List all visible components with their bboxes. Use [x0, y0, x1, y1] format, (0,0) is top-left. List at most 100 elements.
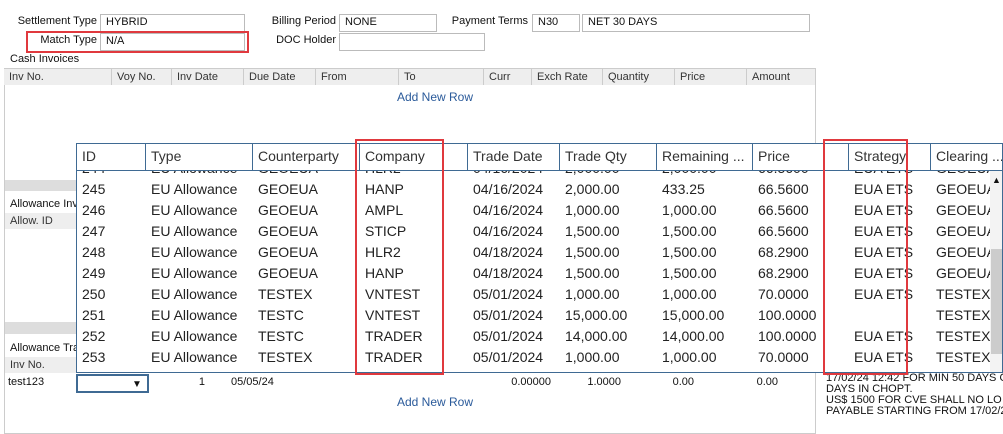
- text-field[interactable]: N30: [532, 14, 580, 32]
- lookup-row[interactable]: 245 EU Allowance GEOEUA HANP 04/16/2024 2,000…: [77, 179, 990, 200]
- cell: 1,500.00: [565, 265, 620, 281]
- column-header: Exch Rate: [532, 69, 603, 85]
- cell: EUA ETS: [854, 202, 914, 218]
- cell: 1,000.00: [565, 286, 620, 302]
- scrollbar-thumb[interactable]: [991, 249, 1002, 354]
- lookup-row[interactable]: 252 EU Allowance TESTC TRADER 05/01/2024 14,0…: [77, 326, 990, 347]
- column-header: Allow. ID: [5, 213, 77, 229]
- cell: 1,000.00: [565, 349, 620, 365]
- cell: 251: [82, 307, 106, 323]
- column-header: Quantity: [603, 69, 675, 85]
- text-field[interactable]: NET 30 DAYS: [582, 14, 810, 32]
- cell: 1.0000: [587, 376, 621, 388]
- cell: 245: [82, 181, 106, 197]
- lookup-header[interactable]: Strategy: [849, 144, 931, 171]
- text-field[interactable]: [339, 33, 485, 51]
- cell: GEOEUA: [936, 202, 990, 218]
- cell: 14,000.00: [565, 328, 628, 344]
- cell: 1,000.00: [662, 349, 717, 365]
- cell: 04/16/2024: [473, 202, 544, 218]
- cell: EU Allowance: [151, 244, 238, 260]
- cell: HANP: [365, 265, 404, 281]
- cell: 0.00: [672, 376, 694, 388]
- cell: 250: [82, 286, 106, 302]
- lookup-row[interactable]: 251 EU Allowance TESTC VNTEST 05/01/2024 15,0…: [77, 305, 990, 326]
- cell: 100.0000: [758, 307, 817, 323]
- lookup-header[interactable]: Price: [753, 144, 849, 171]
- cell: TESTC: [258, 328, 304, 344]
- lookup-header[interactable]: Clearing ...: [931, 144, 1002, 171]
- column-header: Amount: [747, 69, 816, 85]
- column-header: To: [399, 69, 484, 85]
- cell: 05/01/2024: [473, 307, 544, 323]
- cell: EU Allowance: [151, 202, 238, 218]
- cell: GEOEUA: [936, 181, 990, 197]
- cell: GEOEUA: [258, 265, 318, 281]
- cell: 253: [82, 349, 106, 365]
- cell: TESTEX: [258, 286, 313, 302]
- cell: HLR2: [360, 171, 468, 179]
- cell: TESTEX: [936, 328, 990, 344]
- cell: GEOEUA: [936, 223, 990, 239]
- cell: GEOEUA: [258, 181, 318, 197]
- cell: EUA ETS: [854, 286, 914, 302]
- cell: 70.0000: [758, 349, 809, 365]
- lookup-header[interactable]: Counterparty: [253, 144, 360, 171]
- cell: 1,500.00: [565, 244, 620, 260]
- lookup-header[interactable]: Type: [146, 144, 253, 171]
- cell: 0.00000: [511, 376, 551, 388]
- cell: TESTC: [258, 307, 304, 323]
- cell: EUA ETS: [849, 171, 931, 179]
- cell: EU Allowance: [151, 181, 238, 197]
- text-field[interactable]: HYBRID: [100, 14, 245, 32]
- text-field[interactable]: N/A: [100, 33, 245, 51]
- cell: EU Allowance: [151, 223, 238, 239]
- add-row-link[interactable]: Add New Row: [396, 395, 474, 409]
- cell: 05/01/2024: [473, 328, 544, 344]
- lookup-row[interactable]: 244EU AllowanceGEOEUAHLR204/16/20242,000…: [77, 171, 990, 179]
- column-header: Price: [675, 69, 747, 85]
- lookup-header[interactable]: Trade Qty: [560, 144, 657, 171]
- add-row-link[interactable]: Add New Row: [396, 90, 474, 104]
- cell: 14,000.00: [662, 328, 725, 344]
- cell: 1,000.00: [662, 286, 717, 302]
- cell: 2,000.00: [565, 181, 620, 197]
- cell: 70.0000: [758, 286, 809, 302]
- note-line: PAYABLE STARTING FROM 17/02/2: [826, 405, 1003, 417]
- cell: EUA ETS: [854, 349, 914, 365]
- lookup-row[interactable]: 246 EU Allowance GEOEUA AMPL 04/16/2024 1,000…: [77, 200, 990, 221]
- lookup-header[interactable]: Trade Date: [468, 144, 560, 171]
- cell: 248: [82, 244, 106, 260]
- dropdown[interactable]: ▼: [76, 374, 149, 393]
- cell: 100.0000: [758, 328, 817, 344]
- highlight-box: [355, 139, 444, 375]
- field-label: Settlement Type: [17, 15, 97, 27]
- cell: VNTEST: [365, 286, 421, 302]
- cell: HLR2: [365, 244, 401, 260]
- section-title: Cash Invoices: [10, 53, 80, 65]
- cell: 247: [82, 223, 106, 239]
- field-label: Billing Period: [271, 15, 336, 27]
- cell: EUA ETS: [854, 265, 914, 281]
- lookup-header[interactable]: Remaining ...: [657, 144, 753, 171]
- lookup-header[interactable]: Company: [360, 144, 468, 171]
- column-header: Inv No.: [5, 357, 77, 373]
- lookup-row[interactable]: 248 EU Allowance GEOEUA HLR2 04/18/2024 1,500…: [77, 242, 990, 263]
- lookup-row[interactable]: 247 EU Allowance GEOEUA STICP 04/16/2024 1,50…: [77, 221, 990, 242]
- lookup-row[interactable]: 249 EU Allowance GEOEUA HANP 04/18/2024 1,500…: [77, 263, 990, 284]
- cell: 1,500.00: [662, 265, 717, 281]
- scroll-arrow[interactable]: ▲: [992, 175, 1001, 185]
- cell: 1: [198, 376, 205, 388]
- lookup-row[interactable]: 253 EU Allowance TESTEX TRADER 05/01/2024 1,0…: [77, 347, 990, 368]
- highlight-box: [823, 139, 908, 375]
- cell: VNTEST: [365, 307, 421, 323]
- cell: 1,000.00: [565, 202, 620, 218]
- lookup-header[interactable]: ID: [77, 144, 146, 171]
- cell: 04/16/2024: [473, 181, 544, 197]
- scrollbar: [5, 180, 77, 191]
- text-field[interactable]: NONE: [339, 14, 437, 32]
- lookup-row[interactable]: 250 EU Allowance TESTEX VNTEST 05/01/2024 1,0…: [77, 284, 990, 305]
- cell: GEOEUA: [253, 171, 360, 179]
- cell: test123: [8, 376, 45, 388]
- column-header: Due Date: [244, 69, 316, 85]
